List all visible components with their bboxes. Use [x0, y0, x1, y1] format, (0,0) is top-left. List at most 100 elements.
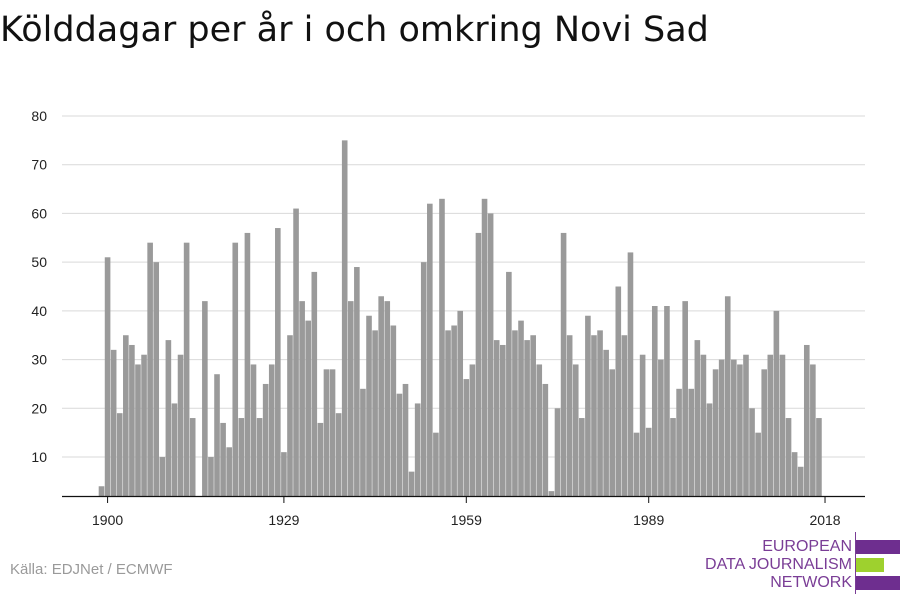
bar-1980 [591, 335, 597, 496]
bar-1970 [530, 335, 536, 496]
y-tick-label: 30 [31, 352, 47, 368]
bar-1900 [104, 257, 111, 496]
bar-1947 [390, 325, 397, 496]
bar-2005 [743, 354, 749, 496]
bar-1949 [402, 383, 409, 496]
bar-1943 [366, 315, 372, 496]
bar-1917 [208, 457, 214, 496]
bar-1899 [98, 486, 105, 496]
bar-1931 [293, 208, 299, 496]
bar-1926 [262, 383, 269, 496]
bar-1909 [159, 457, 166, 496]
bar-1990 [651, 306, 658, 496]
bar-1922 [238, 418, 245, 496]
bar-1901 [110, 349, 117, 496]
bar-1971 [536, 364, 543, 496]
bar-1929 [281, 452, 287, 496]
y-axis-ticks: 10 20 30 40 50 60 70 80 [31, 108, 47, 465]
logo-line-3: NETWORK [770, 574, 852, 591]
bar-1989 [645, 427, 652, 496]
bar-1924 [250, 364, 257, 496]
bar-1972 [542, 383, 549, 496]
bar-2007 [755, 432, 761, 496]
bar-1956 [445, 330, 451, 496]
bar-1953 [427, 203, 433, 496]
bar-1987 [633, 432, 640, 496]
bar-1954 [433, 432, 439, 496]
bar-1960 [469, 364, 476, 496]
bar-1934 [311, 271, 318, 496]
bar-1955 [439, 198, 445, 496]
bar-1979 [585, 315, 591, 496]
bar-2001 [718, 359, 725, 496]
bar-1957 [451, 325, 457, 496]
bar-1945 [378, 296, 384, 496]
bar-1912 [177, 354, 184, 496]
bar-1914 [189, 418, 196, 496]
bar-2002 [724, 296, 731, 496]
bar-1936 [323, 369, 330, 496]
bar-1908 [153, 262, 160, 496]
bar-1904 [129, 344, 135, 496]
y-tick-label: 10 [31, 449, 47, 465]
bar-2016 [810, 364, 816, 496]
y-tick-label: 80 [31, 108, 47, 124]
bar-2006 [749, 408, 755, 496]
bar-1964 [493, 340, 500, 496]
bar-1941 [354, 267, 360, 496]
bar-1944 [372, 330, 378, 496]
y-tick-label: 20 [31, 400, 47, 416]
y-tick-label: 40 [31, 303, 47, 319]
bar-1986 [627, 252, 634, 496]
bar-1961 [475, 232, 482, 497]
bar-1974 [554, 408, 561, 496]
bar-1969 [524, 340, 530, 496]
bar-2012 [785, 418, 792, 496]
bar-2013 [791, 452, 798, 496]
bar-1948 [396, 393, 403, 496]
bar-1951 [414, 403, 421, 496]
bar-1967 [512, 330, 518, 496]
bar-1985 [621, 335, 628, 496]
edjnet-logo: EUROPEAN DATA JOURNALISM NETWORK [700, 530, 900, 595]
bar-1993 [670, 418, 676, 496]
logo-line-2: DATA JOURNALISM [705, 556, 852, 573]
bar-2017 [816, 418, 822, 496]
bar-1903 [123, 335, 129, 496]
bar-1933 [305, 320, 312, 496]
bar-1982 [603, 349, 609, 496]
bar-1907 [147, 242, 153, 496]
bar-1918 [214, 374, 220, 496]
bar-1997 [694, 340, 701, 496]
bar-1920 [226, 447, 232, 496]
source-note: Källa: EDJNet / ECMWF [10, 561, 173, 578]
bar-1916 [202, 301, 208, 496]
bar-2015 [803, 344, 810, 496]
bar-1996 [688, 388, 695, 496]
logo-bar-middle [856, 558, 884, 572]
logo-text: EUROPEAN DATA JOURNALISM NETWORK [705, 538, 852, 592]
bar-1994 [676, 388, 682, 496]
bar-1991 [658, 359, 664, 496]
bar-2009 [767, 354, 774, 496]
bar-1902 [116, 413, 123, 496]
bar-1942 [360, 388, 366, 496]
bar-2010 [773, 310, 780, 496]
bar-1962 [481, 198, 488, 496]
logo-bar-bottom [856, 576, 900, 590]
bar-2011 [779, 354, 786, 496]
x-tick-label: 1959 [451, 512, 482, 528]
bars [98, 140, 822, 497]
bar-1978 [579, 418, 585, 496]
bar-2004 [737, 364, 743, 496]
y-tick-label: 50 [31, 254, 47, 270]
bar-1999 [706, 403, 713, 496]
bar-1935 [317, 422, 324, 496]
bar-1977 [572, 364, 579, 496]
bar-1998 [700, 354, 707, 496]
bar-1927 [268, 364, 275, 496]
bar-1952 [420, 262, 427, 496]
bar-1975 [560, 232, 567, 497]
chart-title: Kölddagar per år i och omkring Novi Sad [0, 10, 709, 50]
